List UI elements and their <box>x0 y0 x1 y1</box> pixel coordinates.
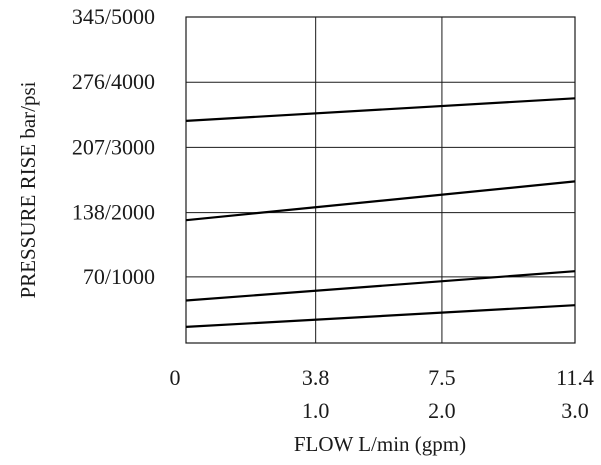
x-tick-label-lpm: 3.8 <box>302 365 330 390</box>
series-line <box>185 180 576 222</box>
x-tick-label-gpm: 2.0 <box>428 398 456 423</box>
x-tick-label-gpm: 3.0 <box>561 398 589 423</box>
y-tick-label: 138/2000 <box>72 200 155 225</box>
y-tick-labels: 70/1000 138/2000 207/3000 276/4000 345/5000 <box>72 4 155 289</box>
series-lines <box>185 97 576 328</box>
y-tick-label: 207/3000 <box>72 134 155 159</box>
x-axis-title: FLOW L/min (gpm) <box>294 432 466 456</box>
series-line <box>185 304 576 328</box>
x-tick-label-lpm: 0 <box>170 365 181 390</box>
x-tick-label-gpm: 1.0 <box>302 398 330 423</box>
grid-lines <box>186 16 575 343</box>
plot-frame <box>185 16 576 344</box>
x-tick-label-lpm: 11.4 <box>556 365 594 390</box>
y-axis-title: PRESSURE RISE bar/psi <box>16 81 40 298</box>
series-line <box>185 97 576 122</box>
y-tick-label: 276/4000 <box>72 69 155 94</box>
series-line <box>185 270 576 302</box>
y-tick-label: 345/5000 <box>72 4 155 29</box>
x-tick-labels: 0 3.8 1.0 7.5 2.0 11.4 3.0 <box>170 365 594 423</box>
x-tick-label-lpm: 7.5 <box>428 365 456 390</box>
y-tick-label: 70/1000 <box>83 264 155 289</box>
